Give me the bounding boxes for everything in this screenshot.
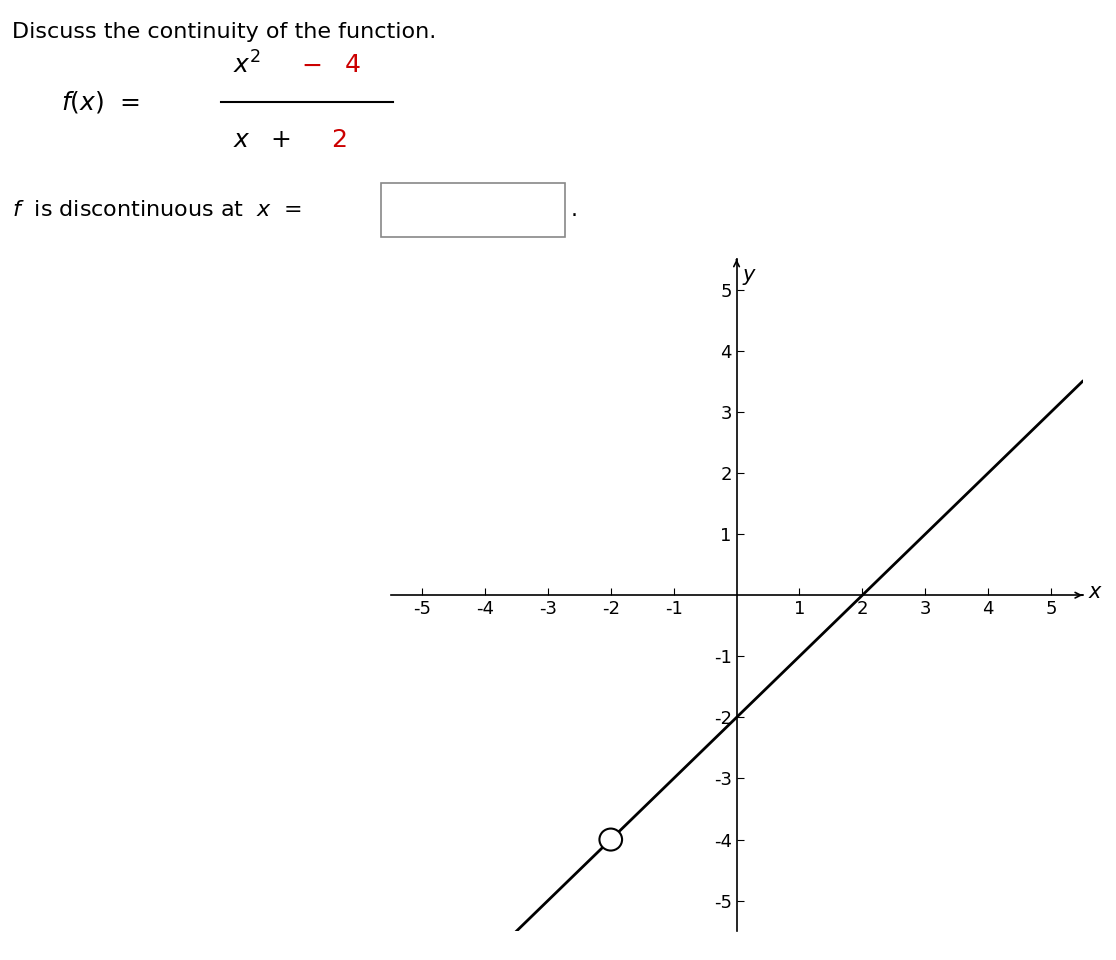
Text: $f$  is discontinuous at  $x$  =: $f$ is discontinuous at $x$ = (12, 200, 302, 220)
Text: $4$: $4$ (344, 53, 360, 77)
Text: .: . (571, 200, 578, 220)
Text: $x$: $x$ (233, 128, 251, 152)
FancyBboxPatch shape (381, 182, 565, 236)
Text: $x^2$: $x^2$ (233, 51, 261, 78)
Text: y: y (743, 265, 756, 285)
Text: $-$: $-$ (301, 53, 321, 77)
Text: Discuss the continuity of the function.: Discuss the continuity of the function. (12, 21, 436, 41)
Text: $2$: $2$ (331, 128, 347, 152)
Text: x: x (1089, 582, 1101, 602)
Text: $+$: $+$ (270, 128, 290, 152)
Text: $f(x)$  =: $f(x)$ = (61, 89, 141, 115)
Circle shape (599, 828, 622, 851)
